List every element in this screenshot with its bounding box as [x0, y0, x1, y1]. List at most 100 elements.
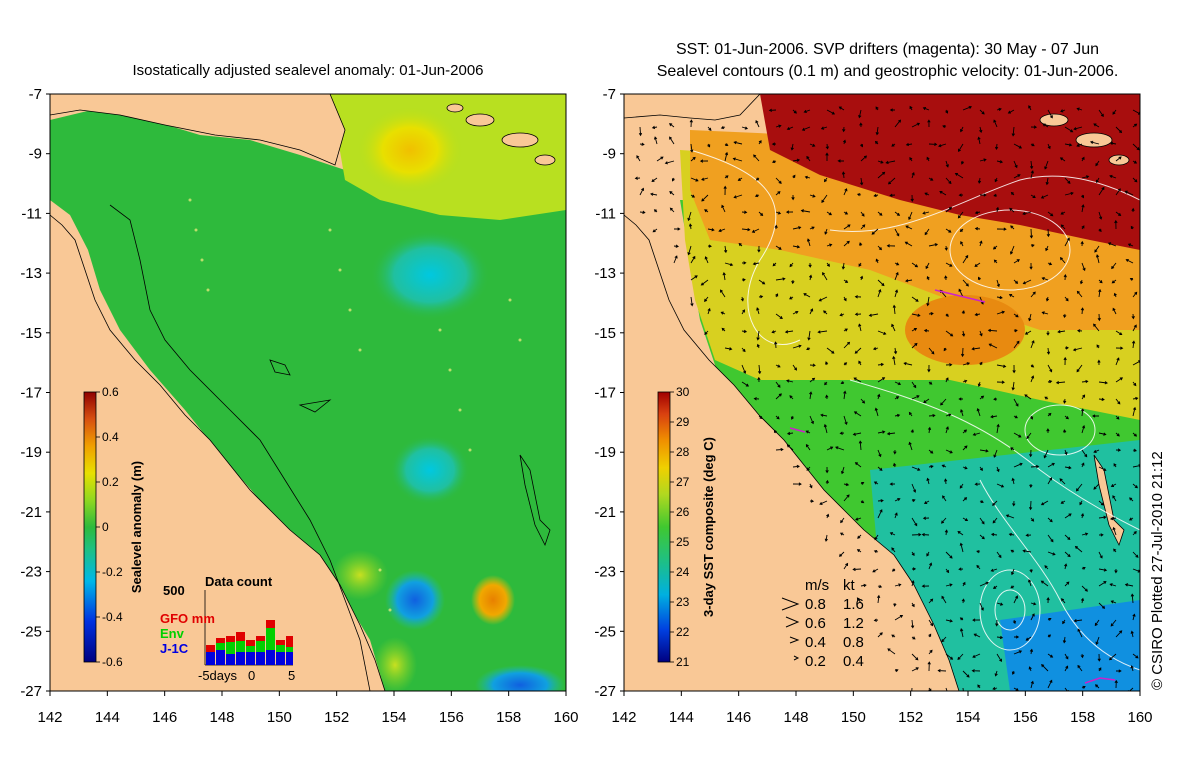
right-xtick-label: 150: [841, 709, 866, 726]
velocity-arrow: [887, 648, 896, 655]
velocity-arrow: [756, 307, 760, 315]
velocity-arrow: [1047, 679, 1053, 689]
right-xtick-label: 158: [1070, 709, 1095, 726]
velocity-arrow: [1098, 466, 1107, 472]
velocity-arrow: [909, 105, 913, 111]
velocity-arrow: [1115, 188, 1121, 196]
velocity-arrow: [911, 687, 913, 691]
velocity-arrow: [928, 464, 934, 469]
velocity-arrow: [1059, 257, 1066, 264]
velocity-arrow: [704, 330, 709, 335]
velocity-arrow: [707, 307, 711, 315]
velocity-arrow: [687, 245, 692, 256]
velocity-arrow: [1013, 650, 1023, 655]
velocity-arrow: [843, 415, 848, 426]
velocity-arrow: [1064, 653, 1069, 660]
left-xtick-label: 158: [496, 709, 521, 726]
velocity-arrow: [825, 479, 829, 485]
velocity-legend: m/s kt 0.8 1.6 0.6 1.2 0.4 0.8 0.2 0.4: [781, 577, 864, 670]
velocity-arrow: [873, 549, 879, 554]
velocity-arrow: [996, 160, 1004, 164]
velocity-arrow: [775, 293, 779, 298]
velocity-arrow: [894, 498, 901, 502]
velocity-arrow: [959, 228, 964, 232]
velocity-arrow: [741, 126, 749, 130]
velocity-arrow: [1072, 347, 1083, 352]
left-png-land: [50, 94, 346, 166]
sst-colorbar-tick-label: 29: [676, 415, 690, 429]
velocity-arrow: [928, 413, 936, 418]
left-xtick-label: 148: [209, 709, 234, 726]
velocity-arrow: [937, 669, 947, 673]
velocity-arrow: [1098, 381, 1108, 385]
velocity-arrow: [1075, 483, 1083, 492]
velocity-arrow: [740, 296, 745, 302]
velocity-arrow: [928, 177, 934, 181]
velocity-arrow: [1047, 634, 1052, 638]
velocity-arrow: [1030, 613, 1035, 621]
right-xtick-label: 144: [669, 709, 694, 726]
velocity-arrow: [809, 377, 816, 383]
velocity-arrow: [1132, 530, 1137, 536]
velocity-arrow: [1047, 412, 1052, 417]
velocity-arrow: [1132, 432, 1138, 437]
velocity-arrow: [962, 254, 969, 264]
velocity-arrow: [1097, 313, 1101, 322]
sla-high-south-a: [332, 550, 388, 600]
velocity-arrow: [707, 244, 712, 248]
velocity-arrow: [840, 466, 845, 475]
velocity-arrow: [942, 124, 947, 129]
velocity-arrow: [1046, 331, 1050, 336]
sla-colorbar-tick-label: 0.2: [102, 475, 119, 489]
velocity-arrow: [1109, 583, 1117, 587]
velocity-arrow: [873, 193, 879, 198]
velocity-arrow: [926, 296, 930, 307]
velocity-arrow: [789, 262, 794, 268]
velocity-arrow: [990, 414, 998, 419]
velocity-arrow: [1112, 526, 1117, 536]
velocity-arrow: [704, 209, 709, 213]
velocity-arrow: [758, 279, 766, 285]
velocity-arrow: [877, 584, 883, 589]
velocity-arrow: [809, 499, 815, 503]
velocity-arrow: [857, 534, 862, 539]
velocity-arrow: [722, 272, 726, 281]
velocity-arrow: [1022, 549, 1032, 553]
velocity-arrow: [996, 107, 1002, 112]
velocity-arrow: [755, 120, 760, 128]
velocity-arrow: [751, 228, 760, 233]
velocity-arrow: [775, 124, 782, 128]
velocity-arrow: [858, 360, 862, 366]
velocity-arrow: [808, 274, 813, 281]
velocity-arrow: [979, 602, 984, 611]
velocity-arrow: [979, 581, 989, 587]
velocity-arrow: [721, 204, 726, 213]
right-xtick-label: 142: [611, 709, 636, 726]
velocity-arrow: [1095, 160, 1100, 167]
velocity-arrow: [775, 245, 782, 250]
legend-gfo: GFO mm: [160, 611, 215, 626]
velocity-arrow: [877, 288, 882, 298]
velocity-arrow: [945, 109, 949, 114]
velocity-arrow: [1073, 126, 1083, 131]
velocity-arrow: [674, 227, 681, 231]
sla-low-south: [385, 570, 445, 630]
velocity-arrow: [875, 106, 879, 111]
velocity-arrow: [877, 160, 884, 164]
velocity-arrow: [1095, 254, 1100, 264]
velocity-arrow: [1013, 313, 1019, 318]
velocity-arrow: [1098, 602, 1106, 609]
velocity-arrow: [945, 653, 954, 660]
velocity-arrow: [792, 364, 798, 371]
velocity-arrow: [1045, 177, 1049, 186]
velocity-arrow: [839, 431, 845, 435]
velocity-arrow: [809, 483, 813, 489]
velocity-arrow: [843, 279, 849, 283]
velocity-arrow: [1027, 579, 1032, 587]
velocity-arrow: [757, 364, 762, 375]
right-xtick-label: 160: [1127, 709, 1152, 726]
velocity-arrow: [860, 155, 868, 162]
velocity-arrow: [1098, 568, 1108, 572]
velocity-arrow: [977, 381, 981, 387]
velocity-arrow: [1030, 517, 1035, 522]
